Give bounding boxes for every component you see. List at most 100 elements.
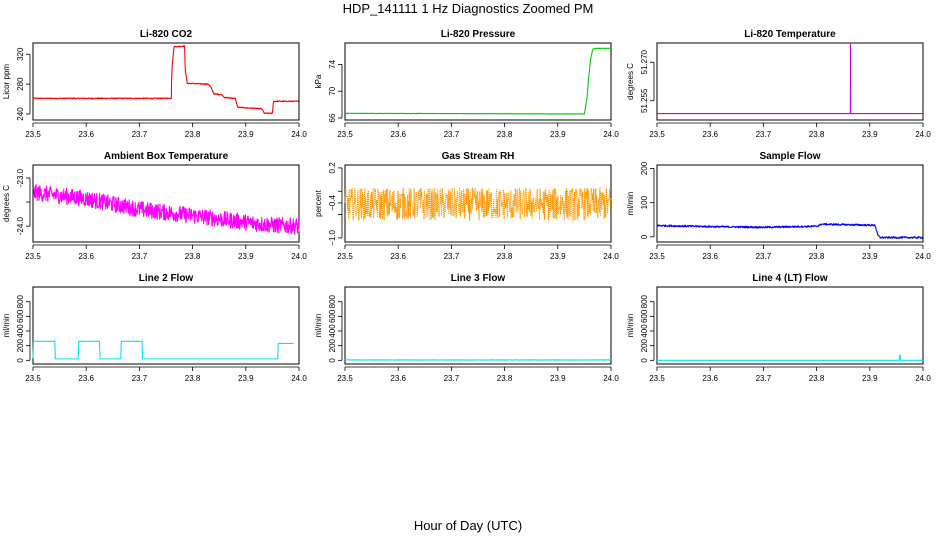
x-tick-label: 23.5 [25, 374, 41, 383]
y-axis-label: degrees C [2, 185, 11, 222]
x-tick-label: 23.8 [497, 252, 513, 261]
x-tick-label: 23.7 [132, 252, 148, 261]
x-tick-label: 23.8 [185, 252, 201, 261]
y-tick-label: 0 [640, 358, 649, 363]
x-tick-label: 23.9 [550, 252, 566, 261]
x-tick-label: 23.6 [702, 130, 718, 139]
y-tick-label: 0 [16, 358, 25, 363]
x-tick-label: 23.7 [444, 374, 460, 383]
x-tick-label: 23.7 [756, 374, 772, 383]
y-tick-label: 200 [640, 338, 649, 352]
y-tick-label: 66 [328, 113, 337, 122]
x-tick-label: 23.6 [78, 252, 94, 261]
chart-panel-9: Line 4 (LT) Flow ml/min 23.5 23.6 23.7 23.8 23… [626, 273, 931, 383]
chart-title: Li-820 Pressure [441, 29, 516, 40]
y-tick-label: 240 [16, 107, 25, 121]
x-tick-label: 23.7 [444, 252, 460, 261]
y-tick-label: −0.4 [328, 194, 337, 210]
x-tick-label: 23.8 [497, 374, 513, 383]
y-tick-label: 74 [328, 59, 337, 68]
x-tick-label: 23.8 [809, 374, 825, 383]
x-tick-label: 23.6 [702, 374, 718, 383]
chart-title: Line 4 (LT) Flow [752, 273, 828, 284]
plot-frame [344, 286, 612, 365]
chart-title: Gas Stream RH [442, 151, 515, 162]
series-line [656, 222, 924, 239]
x-tick-label: 23.6 [78, 130, 94, 139]
plot-frame [344, 42, 612, 121]
series-line [344, 187, 612, 221]
x-tick-label: 23.7 [756, 130, 772, 139]
x-tick-label: 23.9 [862, 374, 878, 383]
y-tick-label: −1.0 [328, 229, 337, 245]
series-line [32, 45, 300, 115]
y-tick-label: 100 [640, 195, 649, 209]
chart-title: Line 3 Flow [451, 273, 506, 284]
x-tick-label: 24.0 [603, 130, 619, 139]
y-tick-label: 0.2 [328, 162, 337, 174]
x-tick-label: 23.9 [550, 374, 566, 383]
chart-panel-5: Gas Stream RH percent 23.5 23.6 23.7 23.8 23.9… [314, 151, 619, 261]
x-tick-label: 24.0 [291, 130, 307, 139]
x-tick-label: 23.9 [550, 130, 566, 139]
x-tick-label: 23.6 [390, 252, 406, 261]
y-axis-label: ml/min [626, 192, 635, 216]
y-tick-label: 400 [16, 324, 25, 338]
x-tick-label: 23.5 [649, 374, 665, 383]
x-tick-label: 23.7 [132, 130, 148, 139]
chart-panel-3: Li-820 Temperature degrees C 23.5 23.6 23.7 2… [626, 29, 931, 139]
x-tick-label: 23.9 [238, 374, 254, 383]
chart-title: Sample Flow [759, 151, 820, 162]
y-tick-label: 0 [640, 234, 649, 239]
x-tick-label: 23.8 [497, 130, 513, 139]
x-tick-label: 23.5 [649, 130, 665, 139]
x-tick-label: 24.0 [291, 252, 307, 261]
y-tick-label: 70 [328, 86, 337, 95]
y-tick-label: 800 [328, 294, 337, 308]
chart-panel-2: Li-820 Pressure kPa 23.5 23.6 23.7 23.8 23.9 24… [314, 29, 619, 139]
x-tick-label: 23.7 [756, 252, 772, 261]
x-tick-label: 24.0 [915, 130, 931, 139]
x-tick-label: 23.6 [702, 252, 718, 261]
plot-frame [32, 286, 300, 365]
y-tick-label: 800 [16, 294, 25, 308]
x-tick-label: 23.8 [809, 130, 825, 139]
plot-frame [656, 164, 924, 243]
chart-panel-1: Li-820 CO2 Licor ppm 23.5 23.6 23.7 23.8 23.9 2… [2, 29, 307, 139]
chart-title: Ambient Box Temperature [104, 151, 229, 162]
x-tick-label: 23.5 [337, 130, 353, 139]
x-tick-label: 23.5 [337, 374, 353, 383]
y-tick-label: -24.0 [16, 216, 25, 235]
x-tick-label: 23.9 [862, 130, 878, 139]
x-tick-label: 23.9 [862, 252, 878, 261]
plot-frame [32, 42, 300, 121]
y-axis-label: Licor ppm [2, 64, 11, 99]
x-tick-label: 23.5 [337, 252, 353, 261]
y-tick-label: 600 [16, 309, 25, 323]
x-tick-label: 23.6 [390, 130, 406, 139]
y-tick-label: 600 [328, 309, 337, 323]
chart-title: Li-820 CO2 [140, 29, 193, 40]
chart-panel-7: Line 2 Flow ml/min 23.5 23.6 23.7 23.8 23.9 24.… [2, 273, 307, 383]
x-tick-label: 23.6 [390, 374, 406, 383]
x-tick-label: 24.0 [291, 374, 307, 383]
y-tick-label: 320 [16, 47, 25, 61]
chart-panel-8: Line 3 Flow ml/min 23.5 23.6 23.7 23.8 23.9 24.… [314, 273, 619, 383]
plot-frame [32, 164, 300, 243]
figure-title: HDP_141111 1 Hz Diagnostics Zoomed PM [342, 1, 594, 16]
x-tick-label: 23.7 [132, 374, 148, 383]
series-line [32, 184, 300, 235]
y-tick-label: 200 [16, 338, 25, 352]
x-tick-label: 23.7 [444, 130, 460, 139]
y-axis-label: ml/min [2, 314, 11, 338]
y-axis-label: ml/min [314, 314, 323, 338]
x-tick-label: 23.9 [238, 130, 254, 139]
y-tick-label: 51.255 [640, 88, 649, 113]
y-tick-label: 200 [328, 338, 337, 352]
chart-title: Li-820 Temperature [744, 29, 836, 40]
chart-title: Line 2 Flow [139, 273, 194, 284]
y-axis-label: kPa [314, 74, 323, 88]
x-tick-label: 23.5 [649, 252, 665, 261]
chart-panel-4: Ambient Box Temperature degrees C 23.5 23.6… [2, 151, 307, 261]
